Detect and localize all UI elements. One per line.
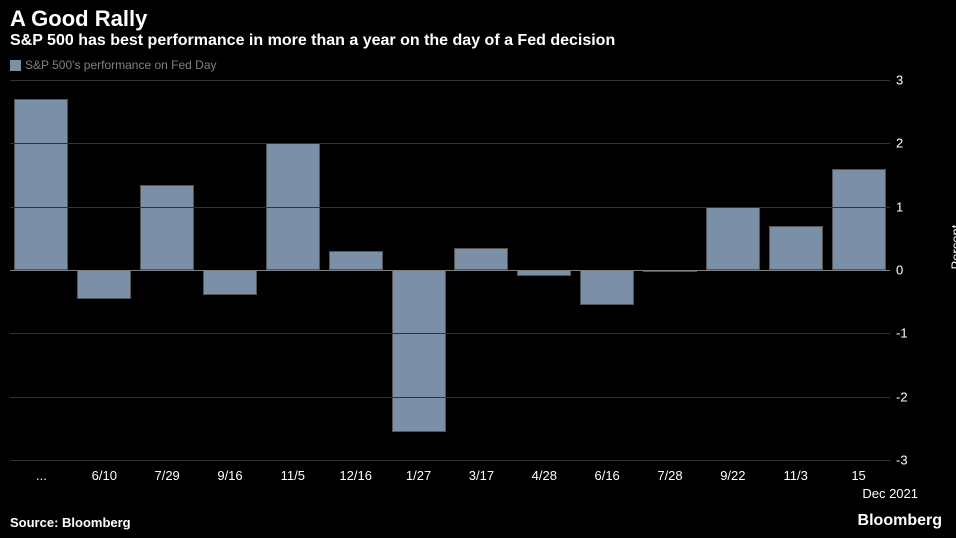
y-tick-label: 3 — [896, 73, 903, 88]
gridline — [10, 80, 890, 81]
gridline — [10, 460, 890, 461]
x-axis-note: Dec 2021 — [862, 486, 918, 501]
legend: S&P 500's performance on Fed Day — [10, 58, 217, 72]
y-tick-label: 0 — [896, 263, 903, 278]
x-tick-label: 11/5 — [281, 468, 305, 483]
y-tick-label: 1 — [896, 199, 903, 214]
brand-label: Bloomberg — [858, 512, 942, 530]
x-tick-label: 7/29 — [154, 468, 179, 483]
x-tick-label: 15 — [851, 468, 865, 483]
bar — [832, 169, 886, 270]
source-label: Source: Bloomberg — [10, 515, 131, 530]
bar — [392, 270, 446, 432]
bar — [14, 99, 68, 270]
bar — [580, 270, 634, 305]
x-tick-label: 11/3 — [784, 468, 808, 483]
x-tick-label: 3/17 — [469, 468, 494, 483]
x-tick-label: 9/16 — [217, 468, 242, 483]
x-tick-label: 6/10 — [92, 468, 117, 483]
bar — [203, 270, 257, 295]
gridline — [10, 333, 890, 334]
legend-swatch — [10, 60, 21, 71]
x-tick-label: 1/27 — [406, 468, 431, 483]
bar — [454, 248, 508, 270]
x-tick-label: 7/28 — [657, 468, 682, 483]
chart-container: A Good Rally S&P 500 has best performanc… — [0, 0, 956, 538]
zero-line — [10, 270, 890, 271]
y-tick-label: 2 — [896, 136, 903, 151]
x-tick-label: 6/16 — [594, 468, 619, 483]
x-tick-label: 9/22 — [720, 468, 745, 483]
gridline — [10, 397, 890, 398]
x-tick-label: ... — [36, 468, 47, 483]
x-tick-label: 12/16 — [339, 468, 372, 483]
bar — [329, 251, 383, 270]
plot-area — [10, 80, 890, 460]
gridline — [10, 207, 890, 208]
legend-label: S&P 500's performance on Fed Day — [25, 58, 217, 72]
y-tick-label: -1 — [896, 326, 908, 341]
x-tick-label: 4/28 — [532, 468, 557, 483]
bar — [769, 226, 823, 270]
gridline — [10, 143, 890, 144]
bar — [706, 207, 760, 270]
y-tick-label: -3 — [896, 453, 908, 468]
x-axis: ... 6/10 7/29 9/16 11/5 12/16 1/27 3/17 4/28 6/16… — [10, 462, 890, 482]
chart-title: A Good Rally — [10, 6, 147, 32]
chart-subtitle: S&P 500 has best performance in more tha… — [10, 32, 615, 50]
y-tick-label: -2 — [896, 389, 908, 404]
bar — [77, 270, 131, 299]
bar — [140, 185, 194, 271]
